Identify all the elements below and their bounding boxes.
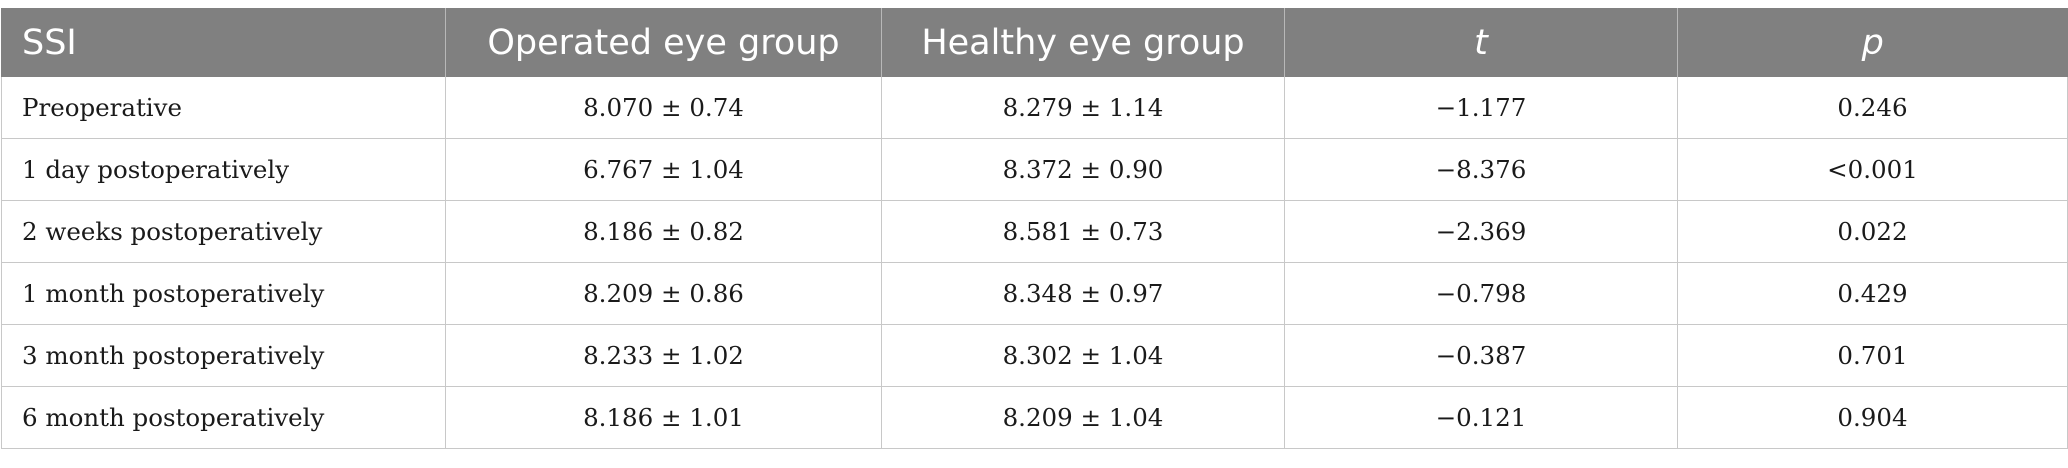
cell-operated: 8.186 ± 0.82	[445, 200, 882, 263]
cell-t: −1.177	[1284, 77, 1678, 139]
cell-p: <0.001	[1677, 138, 2068, 201]
cell-healthy: 8.302 ± 1.04	[881, 324, 1285, 387]
cell-p: 0.246	[1677, 77, 2068, 139]
cell-healthy: 8.372 ± 0.90	[881, 138, 1285, 201]
cell-p: 0.022	[1677, 200, 2068, 263]
cell-timepoint: 3 month postoperatively	[1, 324, 446, 387]
cell-timepoint: 6 month postoperatively	[1, 386, 446, 449]
cell-t: −0.798	[1284, 262, 1678, 325]
cell-healthy: 8.581 ± 0.73	[881, 200, 1285, 263]
cell-p: 0.429	[1677, 262, 2068, 325]
cell-operated: 8.186 ± 1.01	[445, 386, 882, 449]
results-table-container: SSI Operated eye group Healthy eye group…	[1, 8, 2068, 449]
cell-p: 0.701	[1677, 324, 2068, 387]
table-row: 2 weeks postoperatively 8.186 ± 0.82 8.5…	[1, 200, 2068, 263]
table-row: 6 month postoperatively 8.186 ± 1.01 8.2…	[1, 386, 2068, 449]
ssi-comparison-table: SSI Operated eye group Healthy eye group…	[1, 8, 2068, 449]
table-row: 1 month postoperatively 8.209 ± 0.86 8.3…	[1, 262, 2068, 325]
cell-t: −0.121	[1284, 386, 1678, 449]
cell-timepoint: 1 month postoperatively	[1, 262, 446, 325]
cell-healthy: 8.279 ± 1.14	[881, 77, 1285, 139]
header-row: SSI Operated eye group Healthy eye group…	[1, 8, 2068, 77]
cell-t: −2.369	[1284, 200, 1678, 263]
table-row: Preoperative 8.070 ± 0.74 8.279 ± 1.14 −…	[1, 77, 2068, 139]
cell-operated: 8.209 ± 0.86	[445, 262, 882, 325]
header-ssi: SSI	[1, 8, 446, 77]
cell-operated: 6.767 ± 1.04	[445, 138, 882, 201]
table-header: SSI Operated eye group Healthy eye group…	[1, 8, 2068, 77]
cell-operated: 8.233 ± 1.02	[445, 324, 882, 387]
cell-t: −8.376	[1284, 138, 1678, 201]
header-operated-eye-group: Operated eye group	[445, 8, 882, 77]
header-p: p	[1677, 8, 2068, 77]
header-healthy-eye-group: Healthy eye group	[881, 8, 1285, 77]
cell-timepoint: 2 weeks postoperatively	[1, 200, 446, 263]
header-t: t	[1284, 8, 1678, 77]
cell-operated: 8.070 ± 0.74	[445, 77, 882, 139]
cell-t: −0.387	[1284, 324, 1678, 387]
cell-healthy: 8.348 ± 0.97	[881, 262, 1285, 325]
cell-healthy: 8.209 ± 1.04	[881, 386, 1285, 449]
table-body: Preoperative 8.070 ± 0.74 8.279 ± 1.14 −…	[1, 77, 2068, 449]
table-row: 1 day postoperatively 6.767 ± 1.04 8.372…	[1, 138, 2068, 201]
table-row: 3 month postoperatively 8.233 ± 1.02 8.3…	[1, 324, 2068, 387]
cell-p: 0.904	[1677, 386, 2068, 449]
cell-timepoint: 1 day postoperatively	[1, 138, 446, 201]
cell-timepoint: Preoperative	[1, 77, 446, 139]
